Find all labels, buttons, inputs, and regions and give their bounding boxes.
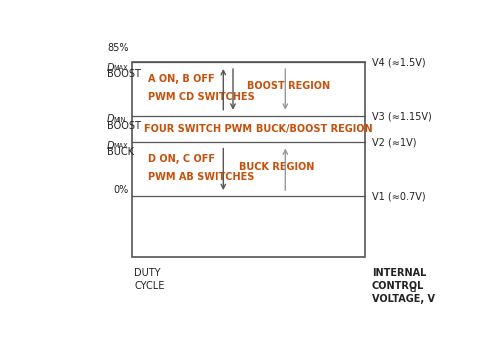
Bar — [132, 62, 365, 257]
Text: BUCK/BOOST REGION: BUCK/BOOST REGION — [256, 124, 373, 134]
Text: FOUR SWITCH PWM: FOUR SWITCH PWM — [144, 124, 252, 134]
Text: BUCK REGION: BUCK REGION — [239, 162, 314, 172]
Text: MIN: MIN — [114, 117, 126, 123]
Text: BOOST: BOOST — [107, 121, 141, 131]
Text: D: D — [107, 141, 114, 150]
Text: D: D — [107, 63, 114, 73]
Text: PWM CD SWITCHES: PWM CD SWITCHES — [148, 92, 254, 102]
Text: BOOST: BOOST — [107, 69, 141, 79]
Text: V1 (≈0.7V): V1 (≈0.7V) — [372, 192, 426, 201]
Text: V2 (≈1V): V2 (≈1V) — [372, 137, 416, 147]
Text: D: D — [107, 114, 114, 124]
Text: MAX: MAX — [114, 143, 128, 149]
Text: BUCK: BUCK — [107, 147, 134, 157]
Text: DUTY
CYCLE: DUTY CYCLE — [134, 267, 164, 291]
Text: 85%: 85% — [107, 43, 128, 53]
Text: V3 (≈1.15V): V3 (≈1.15V) — [372, 111, 432, 121]
Text: A ON, B OFF: A ON, B OFF — [148, 74, 214, 83]
Text: V4 (≈1.5V): V4 (≈1.5V) — [372, 57, 426, 67]
Text: MAX: MAX — [114, 65, 128, 71]
Text: D ON, C OFF: D ON, C OFF — [148, 154, 215, 164]
Text: CI: CI — [410, 287, 417, 293]
Text: INTERNAL
CONTROL
VOLTAGE, V: INTERNAL CONTROL VOLTAGE, V — [372, 267, 434, 304]
Text: PWM AB SWITCHES: PWM AB SWITCHES — [148, 172, 254, 182]
Text: 0%: 0% — [113, 185, 128, 195]
Text: BOOST REGION: BOOST REGION — [246, 81, 330, 91]
